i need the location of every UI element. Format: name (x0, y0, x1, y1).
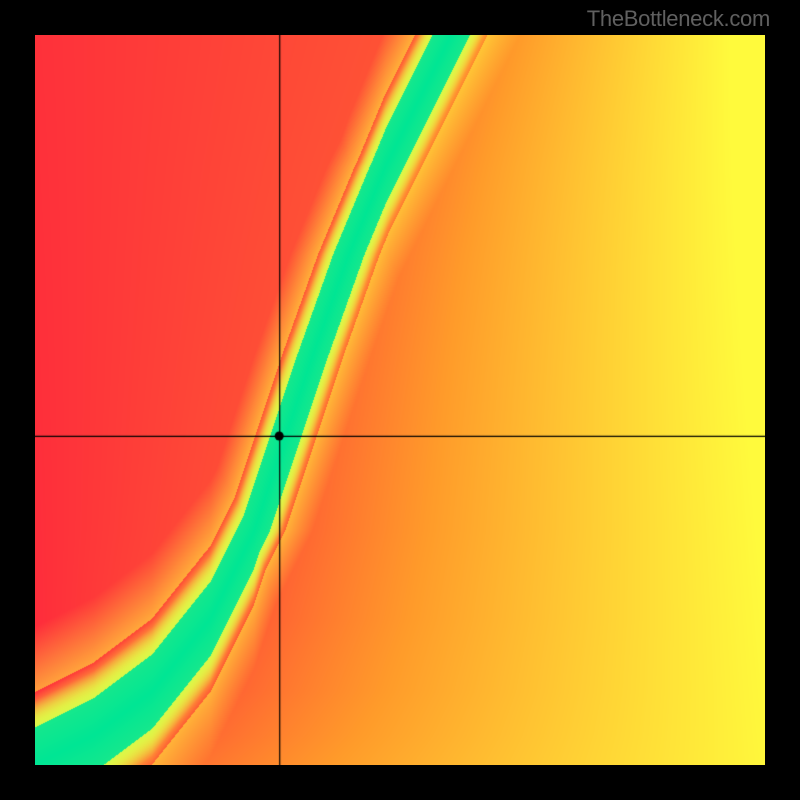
heatmap-plot (35, 35, 765, 765)
watermark-text: TheBottleneck.com (587, 6, 770, 32)
heatmap-canvas (35, 35, 765, 765)
